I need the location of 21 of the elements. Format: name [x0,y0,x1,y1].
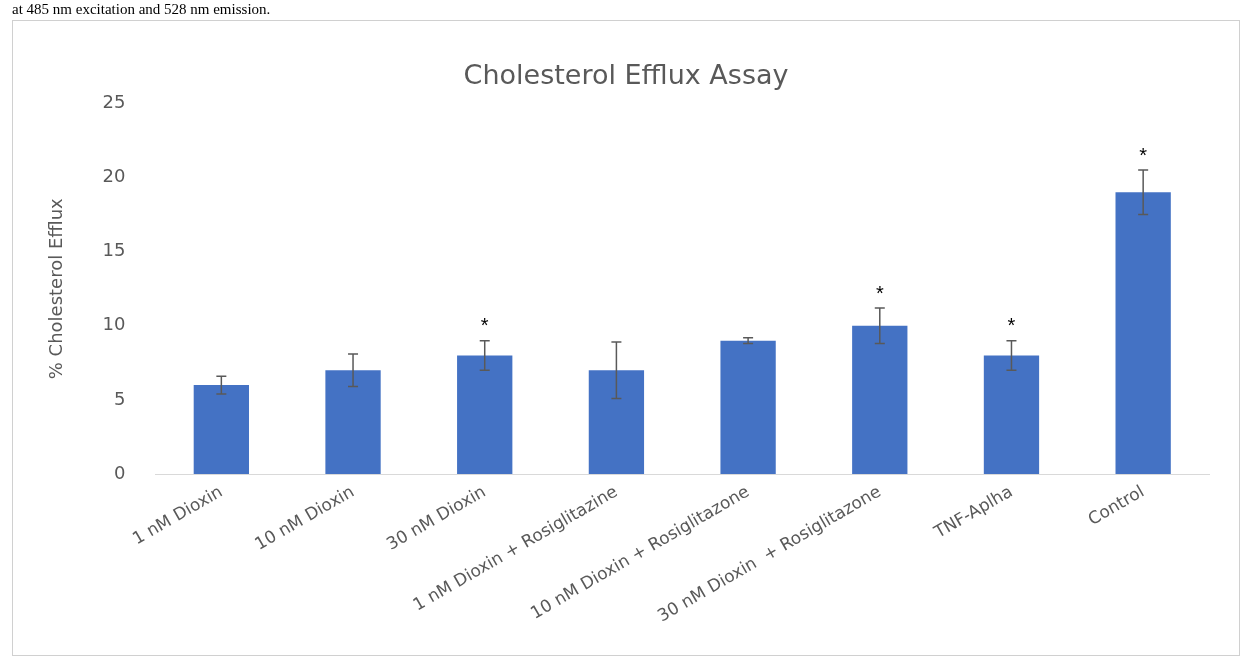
annotation: * [1139,143,1148,166]
bar [588,370,645,475]
chart-title: Cholesterol Efflux Assay [463,59,789,91]
annotation: * [480,314,489,337]
bar [720,340,776,475]
y-tick-label: 10 [102,313,126,335]
annotation: * [875,281,884,304]
bar [1115,192,1171,475]
y-tick-label: 20 [102,165,126,187]
text: at 485 nm excitation and 528 nm emission. [12,1,271,18]
y-tick-label: 25 [102,91,126,113]
annotation: * [1007,314,1016,337]
bar [852,325,908,475]
bar [325,370,381,475]
y-tick-label: 0 [114,461,126,483]
y-axis-title: % Cholesterol Efflux [45,197,67,380]
bar [983,355,1040,475]
bar [193,385,249,475]
bar [457,355,513,475]
y-tick-label: 5 [114,387,126,409]
y-tick-label: 15 [102,239,126,261]
